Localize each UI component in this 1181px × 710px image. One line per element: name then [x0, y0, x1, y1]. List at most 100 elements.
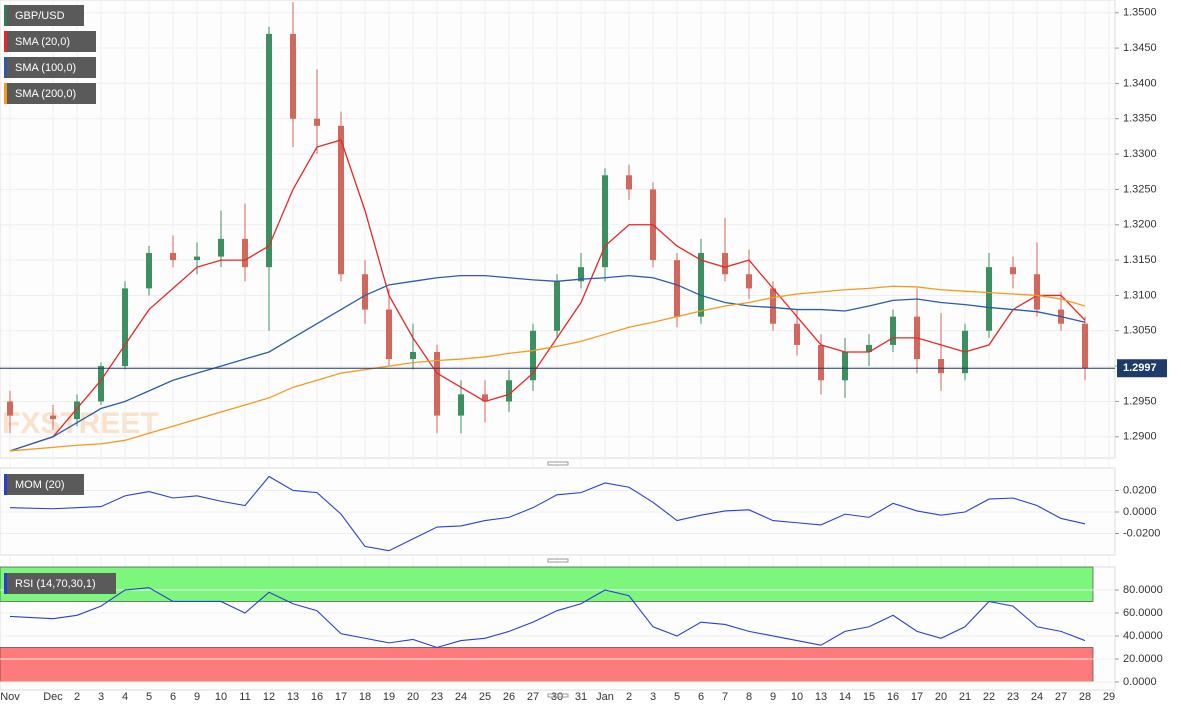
- y-tick-label: -0.0200: [1123, 527, 1160, 539]
- pane-divider-handle: [547, 461, 569, 466]
- x-tick-label: 20: [935, 691, 947, 703]
- candle-body: [314, 118, 320, 126]
- candle-body: [242, 238, 248, 268]
- candle-body: [674, 260, 680, 317]
- y-tick-label: 1.2950: [1123, 395, 1157, 407]
- candle-body: [458, 394, 464, 416]
- indicator-line: [9, 475, 1086, 552]
- legend-label: RSI (14,70,30,1): [15, 578, 96, 590]
- candle-body: [218, 238, 224, 257]
- x-tick-label: 23: [431, 691, 443, 703]
- candle-body: [746, 274, 752, 289]
- candle-body: [506, 380, 512, 402]
- x-tick-label: 23: [1007, 691, 1019, 703]
- x-tick-label: 10: [215, 691, 227, 703]
- candle-body: [1082, 323, 1088, 369]
- x-tick-label: 12: [263, 691, 275, 703]
- legend-label: SMA (20,0): [15, 36, 70, 48]
- y-tick-label: 1.3300: [1123, 148, 1157, 160]
- x-tick-label: 14: [839, 691, 851, 703]
- candle-body: [194, 256, 200, 261]
- x-tick-label: 17: [911, 691, 923, 703]
- x-tick-label: 20: [407, 691, 419, 703]
- last-price-box: [1117, 359, 1167, 378]
- candle-body: [362, 274, 368, 310]
- y-tick-label: 40.0000: [1123, 630, 1163, 642]
- candle-body: [410, 351, 416, 360]
- legend-item: SMA (20,0): [4, 31, 96, 52]
- legend-item: GBP/USD: [4, 5, 84, 26]
- indicator-line: [9, 587, 1086, 649]
- y-tick-label: 1.3250: [1123, 183, 1157, 195]
- candle-body: [146, 253, 152, 289]
- y-tick-label: 60.0000: [1123, 607, 1163, 619]
- candle-body: [770, 288, 776, 324]
- x-tick-label: 17: [335, 691, 347, 703]
- candle-body: [842, 351, 848, 381]
- x-tick-label: 29: [1103, 691, 1115, 703]
- x-tick-label: Jan: [596, 691, 614, 703]
- legend-box: [4, 474, 84, 495]
- candle-body: [578, 267, 584, 282]
- y-tick-label: 1.3500: [1123, 7, 1157, 19]
- legend-item: SMA (100,0): [4, 57, 96, 78]
- candle-body: [722, 253, 728, 275]
- candle-body: [50, 415, 56, 420]
- candle-body: [554, 281, 560, 331]
- x-tick-label: 21: [959, 691, 971, 703]
- legend-item: MOM (20): [4, 474, 84, 495]
- candle-body: [266, 33, 272, 268]
- x-tick-label: 24: [1031, 691, 1043, 703]
- candle-body: [866, 344, 872, 352]
- x-tick-label: 9: [770, 691, 776, 703]
- candle-body: [1010, 267, 1016, 275]
- y-tick-label: 1.3150: [1123, 254, 1157, 266]
- y-tick-label: 1.3200: [1123, 219, 1157, 231]
- x-tick-label: 27: [527, 691, 539, 703]
- candle-body: [170, 253, 176, 261]
- x-tick-label: 18: [359, 691, 371, 703]
- candle-body: [1034, 274, 1040, 310]
- x-tick-label: 3: [650, 691, 656, 703]
- watermark: FXSTREET: [2, 407, 159, 440]
- candle-body: [890, 316, 896, 345]
- legend-box: [4, 5, 84, 26]
- x-tick-label: 11: [239, 691, 250, 703]
- x-tick-label: 6: [170, 691, 176, 703]
- candle-body: [626, 175, 632, 190]
- x-tick-label: 27: [1055, 691, 1067, 703]
- band: [0, 647, 1094, 683]
- x-tick-label: 10: [791, 691, 803, 703]
- x-tick-label: 6: [698, 691, 704, 703]
- sma-line: [9, 285, 1086, 452]
- band: [0, 566, 1094, 602]
- x-tick-label: 13: [815, 691, 827, 703]
- x-tick-label: 7: [722, 691, 728, 703]
- legend-label: SMA (200,0): [15, 88, 76, 100]
- legend-item: RSI (14,70,30,1): [4, 573, 116, 594]
- x-tick-label: 31: [575, 691, 587, 703]
- x-tick-label: 16: [311, 691, 323, 703]
- legend-swatch: [4, 83, 7, 104]
- x-tick-label: 15: [863, 691, 875, 703]
- x-tick-label: 5: [146, 691, 152, 703]
- sma-line: [9, 274, 1086, 452]
- candle-body: [698, 253, 704, 317]
- candle-body: [794, 323, 800, 345]
- x-tick-label: 3: [98, 691, 104, 703]
- candle-body: [74, 401, 80, 420]
- legend-label: GBP/USD: [15, 10, 65, 22]
- x-tick-label: 5: [674, 691, 680, 703]
- candle-body: [386, 309, 392, 360]
- legend-box: [4, 31, 96, 52]
- candle-body: [530, 330, 536, 381]
- legend-item: SMA (200,0): [4, 83, 96, 104]
- x-tick-label: Nov: [0, 691, 20, 703]
- legend-box: [4, 573, 116, 594]
- candle-body: [986, 267, 992, 331]
- y-tick-label: 20.0000: [1123, 653, 1163, 665]
- legend-swatch: [4, 57, 7, 78]
- candle-body: [434, 351, 440, 416]
- legend-swatch: [4, 31, 7, 52]
